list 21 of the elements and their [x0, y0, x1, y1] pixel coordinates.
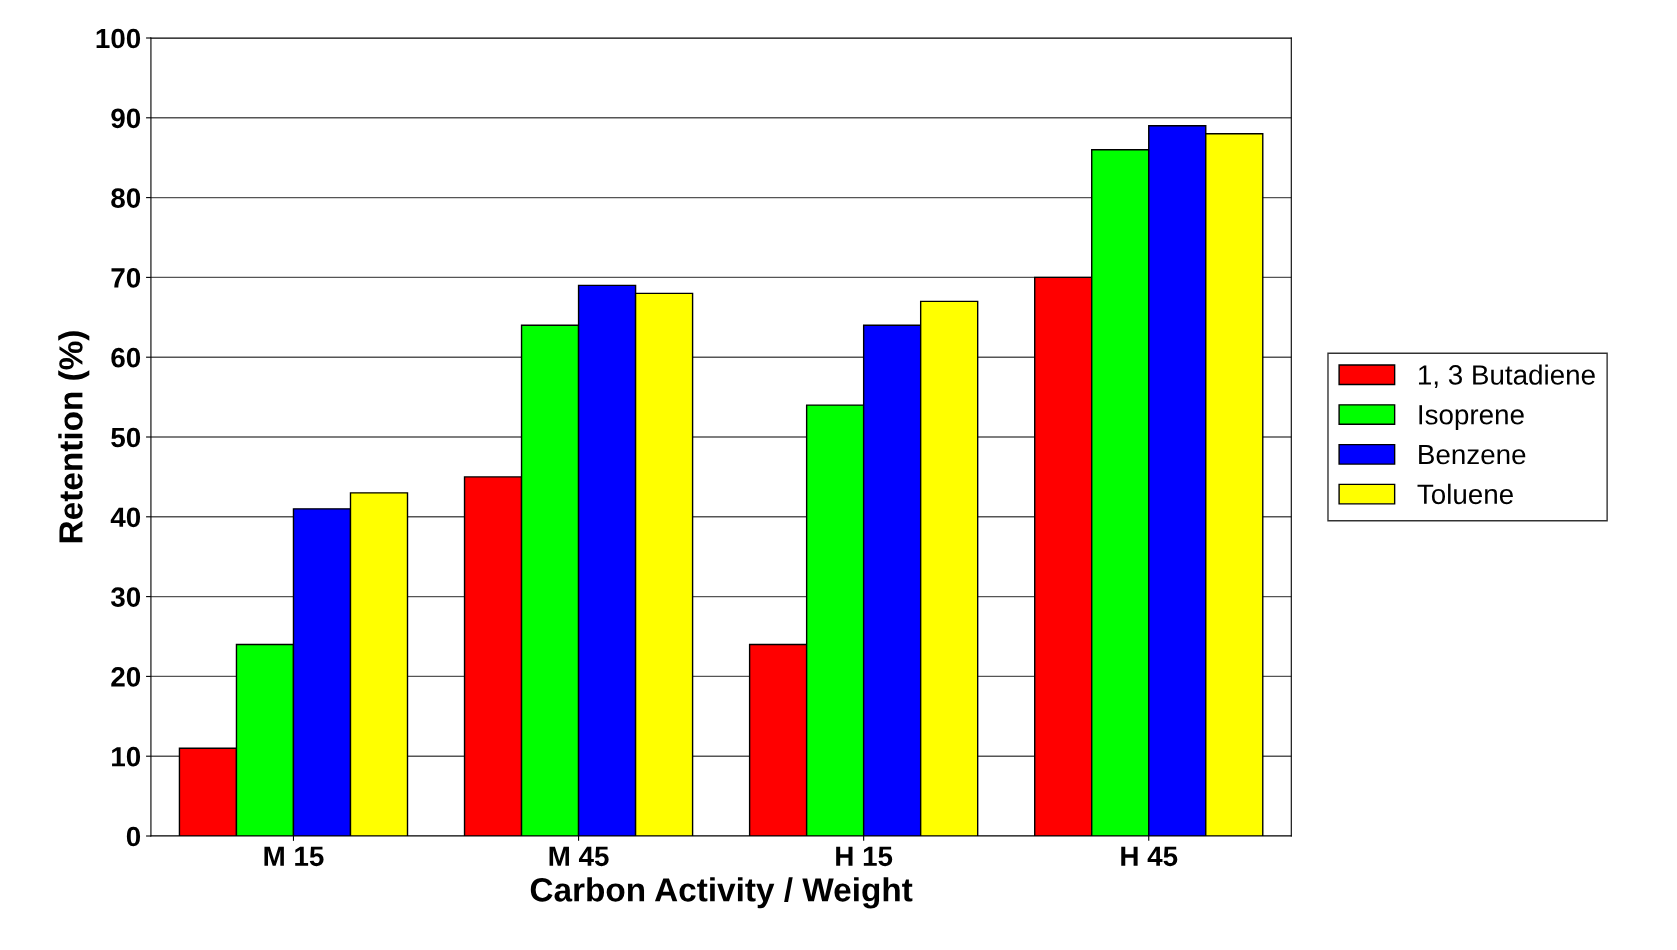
y-tick-label: 60	[111, 347, 141, 368]
y-axis-title: Retention (%)	[58, 331, 90, 543]
y-tick-label: 0	[126, 826, 141, 847]
x-tick-label: M 45	[549, 846, 609, 867]
legend-label: Isoprene	[1419, 405, 1524, 431]
y-tick-label: 30	[110, 587, 141, 607]
legend-label: Toluene	[1417, 483, 1513, 505]
y-tick-label: 80	[111, 188, 141, 208]
y-tick-label: 100	[96, 28, 141, 49]
x-axis-title: Carbon Activity / Weight	[530, 877, 913, 909]
x-tick-label: M 15	[264, 846, 324, 867]
legend-label: Benzene	[1419, 444, 1526, 465]
y-tick-label: 70	[111, 268, 141, 288]
legend-label: 1, 3 Butadiene	[1418, 364, 1595, 389]
y-tick-label: 90	[111, 108, 141, 129]
x-tick-label: H 15	[836, 846, 893, 867]
y-tick-label: 40	[110, 507, 141, 528]
y-tick-label: 50	[111, 427, 141, 448]
y-tick-label: 20	[111, 667, 141, 687]
x-tick-label: H 45	[1121, 846, 1178, 867]
y-tick-label: 10	[112, 746, 141, 767]
